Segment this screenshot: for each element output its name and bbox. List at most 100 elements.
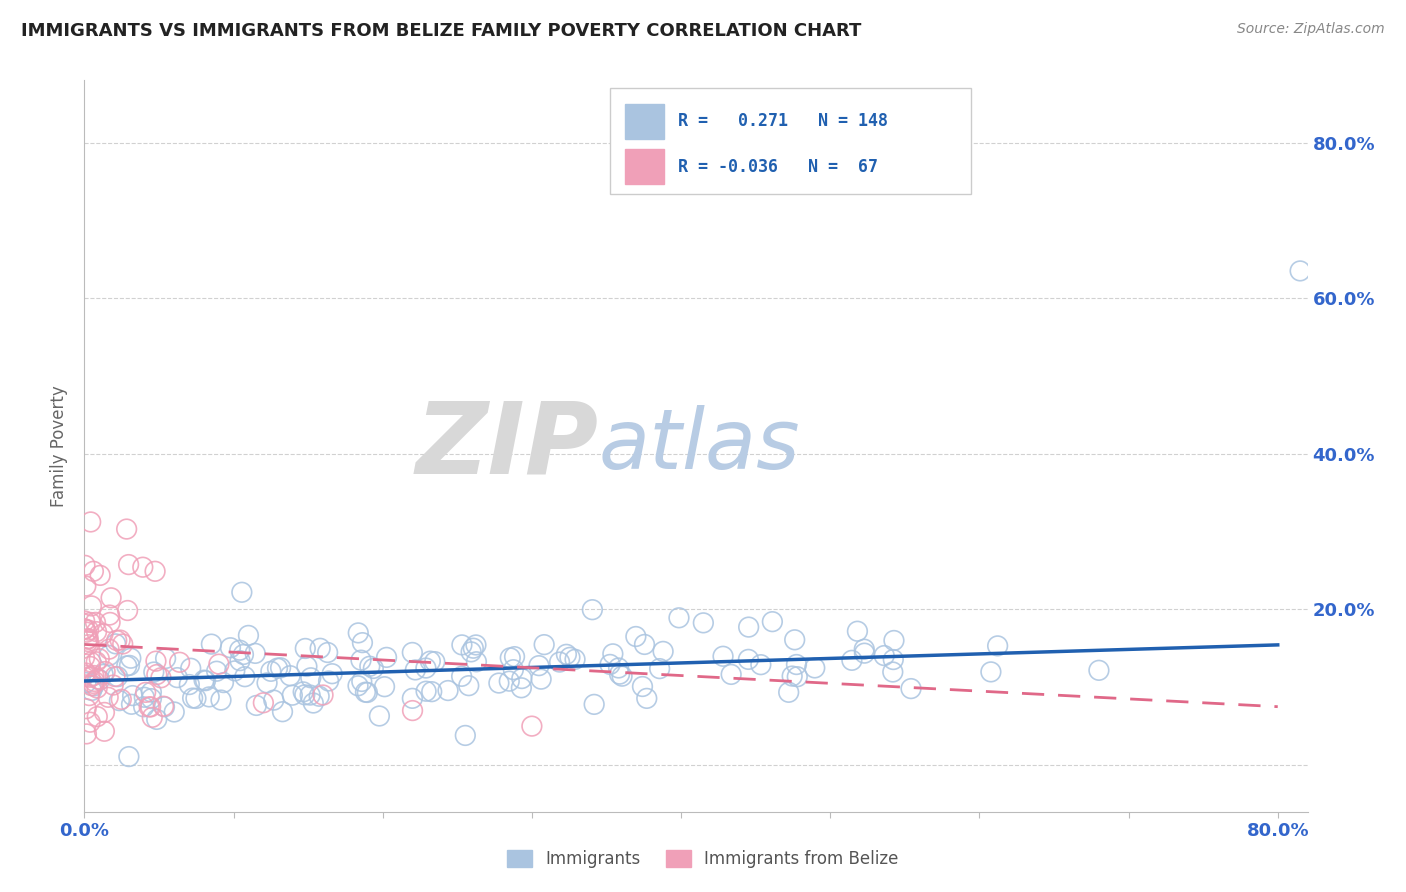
Point — [238, 628, 260, 642]
Point — [194, 673, 217, 688]
Point — [75, 665, 97, 680]
Point — [93, 706, 115, 720]
Point — [520, 719, 543, 733]
Point — [212, 675, 235, 690]
FancyBboxPatch shape — [626, 103, 664, 139]
Point — [118, 749, 141, 764]
Point — [415, 661, 437, 675]
Point — [77, 634, 100, 648]
Point — [454, 728, 477, 742]
Point — [602, 647, 624, 661]
Point — [318, 673, 340, 688]
Point — [153, 699, 176, 714]
Point — [79, 715, 101, 730]
Point — [488, 676, 510, 690]
Point — [308, 690, 330, 704]
Point — [294, 641, 316, 656]
Text: R = -0.036   N =  67: R = -0.036 N = 67 — [678, 158, 877, 176]
Point — [82, 676, 104, 690]
Point — [527, 658, 550, 673]
Point — [652, 644, 675, 658]
Point — [350, 674, 373, 689]
Point — [73, 622, 96, 636]
Point — [873, 648, 896, 663]
Point — [79, 615, 101, 630]
Point — [180, 661, 202, 675]
Point — [84, 655, 107, 669]
Point — [141, 691, 163, 706]
Point — [117, 603, 139, 617]
Point — [118, 658, 141, 673]
Point — [198, 690, 221, 704]
Point — [312, 688, 335, 702]
Point — [209, 693, 232, 707]
Point — [77, 632, 100, 646]
Point — [245, 646, 267, 660]
Point — [271, 705, 294, 719]
Point — [354, 685, 377, 699]
Point — [270, 661, 292, 675]
Point — [120, 651, 142, 665]
Point — [232, 648, 254, 662]
Point — [720, 667, 742, 681]
Point — [359, 659, 381, 673]
Point — [278, 669, 301, 683]
Legend: Immigrants, Immigrants from Belize: Immigrants, Immigrants from Belize — [501, 843, 905, 875]
Point — [86, 672, 108, 686]
Text: atlas: atlas — [598, 406, 800, 486]
Point — [636, 691, 658, 706]
Point — [181, 691, 204, 706]
Point — [83, 674, 105, 689]
Point — [607, 661, 630, 675]
Point — [785, 657, 807, 672]
Point — [233, 670, 256, 684]
Point — [530, 672, 553, 686]
Point — [152, 699, 174, 714]
Point — [245, 698, 267, 713]
Point — [583, 698, 606, 712]
Point — [260, 665, 283, 679]
Point — [115, 659, 138, 673]
Point — [252, 696, 274, 710]
Point — [93, 724, 115, 739]
Point — [711, 649, 734, 664]
Point — [292, 685, 315, 699]
Point — [104, 637, 127, 651]
Point — [76, 625, 98, 640]
Point — [498, 674, 520, 689]
Point — [121, 689, 143, 703]
Point — [73, 558, 96, 573]
Point — [132, 560, 155, 574]
Point — [558, 650, 581, 665]
Point — [451, 638, 474, 652]
Text: R =   0.271   N = 148: R = 0.271 N = 148 — [678, 112, 887, 130]
Point — [375, 650, 398, 665]
Point — [420, 684, 443, 698]
Point — [668, 611, 690, 625]
Point — [610, 669, 633, 683]
Point — [82, 564, 104, 578]
Point — [987, 639, 1010, 653]
Point — [803, 661, 825, 675]
Point — [98, 608, 121, 623]
Point — [138, 699, 160, 714]
Point — [633, 637, 655, 651]
Point — [316, 645, 339, 659]
Point — [139, 699, 162, 714]
Point — [401, 704, 423, 718]
Point — [200, 637, 222, 651]
Point — [1289, 264, 1312, 278]
Point — [555, 648, 578, 662]
Point — [321, 666, 343, 681]
Point — [77, 638, 100, 652]
Point — [149, 671, 172, 685]
Point — [882, 652, 904, 666]
Point — [356, 685, 378, 699]
Point — [75, 675, 97, 690]
Point — [75, 727, 97, 741]
Point — [205, 664, 228, 678]
Point — [853, 642, 876, 657]
Point — [624, 630, 647, 644]
Point — [401, 645, 423, 659]
Point — [423, 655, 446, 669]
